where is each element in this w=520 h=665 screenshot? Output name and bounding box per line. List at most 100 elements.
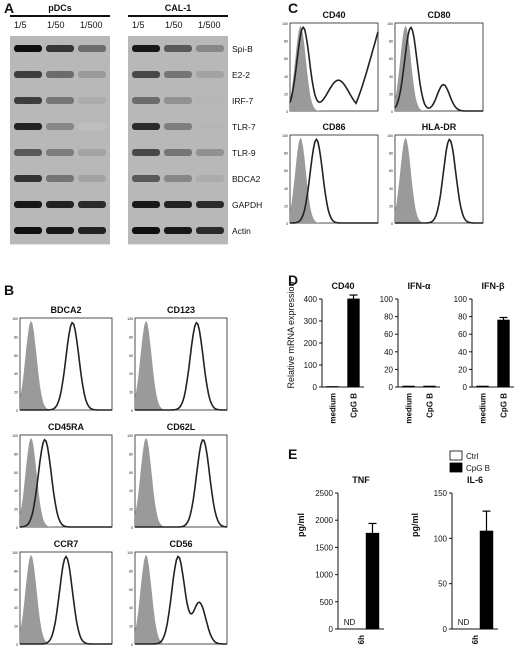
gel-lane-row [128,192,228,219]
isotype-histogram-fill [395,25,483,111]
histogram-y-tick: 40 [389,187,393,191]
y-tick-label: 0 [329,625,334,634]
y-tick-label: 100 [380,295,394,304]
histogram-y-tick: 20 [284,204,288,208]
gel-lane-row [10,114,110,141]
histogram-y-tick: 60 [129,588,133,592]
stain-histogram-line [289,25,379,105]
y-tick-label: 100 [434,534,448,543]
histogram-y-tick: 100 [282,134,288,138]
histogram-y-tick: 20 [389,204,393,208]
gel-gene-label: TLR-9 [232,148,256,158]
histogram-title: CD123 [167,305,195,315]
gel-lane-row [128,166,228,193]
histogram-y-tick: 40 [14,606,18,610]
y-tick-label: 2500 [315,489,333,498]
histogram-y-tick: 80 [389,152,393,156]
histogram-y-tick: 0 [391,110,393,114]
gel-gene-label: Actin [232,226,251,236]
isotype-histogram-fill [20,320,112,410]
panel-a-letter: A [4,0,15,16]
gel-band [164,45,192,52]
y-tick-label: 200 [304,339,318,348]
gel-band [78,123,106,130]
panel-e-letter: E [288,446,298,462]
gel-lane-row [128,140,228,167]
y-tick-label: 40 [384,348,393,357]
stain-histogram-line [135,321,227,411]
x-category-label: 6h [471,635,480,644]
legend-swatch [449,450,463,461]
histogram-y-tick: 20 [389,92,393,96]
panel-d-letter: D [288,272,299,288]
gel-band [46,149,74,156]
gel-band [78,97,106,104]
histogram-y-tick: 40 [284,187,288,191]
y-tick-label: 80 [384,313,393,322]
gel-band [14,227,42,234]
histogram-y-tick: 60 [389,57,393,61]
gel-dilution-label: 1/500 [80,20,103,30]
gel-band [132,45,160,52]
gel-band [196,227,224,234]
panel-d-bar-charts: Relative mRNA expression CD40010020030040… [286,281,514,424]
histogram-y-tick: 80 [14,335,18,339]
gel-band [196,175,224,182]
gel-lane-row [10,62,110,89]
bar [497,319,510,388]
gel-band [164,227,192,234]
panel-c-histograms: CD40 0 20 40 60 80 100 CD80 0 20 40 60 80 100 CD86 0 20 4… [282,10,484,226]
isotype-histogram-fill [395,137,483,223]
gel-lane-row [128,218,228,245]
x-category-label: 6h [357,635,366,644]
nd-label: ND [344,618,356,627]
gel-band [164,175,192,182]
histogram-y-tick: 20 [284,92,288,96]
gel-gene-label: TLR-7 [232,122,256,132]
histogram-y-tick: 40 [129,489,133,493]
legend-swatch [449,462,463,473]
gel-band [46,45,74,52]
histogram-y-tick: 0 [391,222,393,226]
bar [365,532,380,630]
gel-band [14,149,42,156]
gel-band [164,149,192,156]
gel-band [132,149,160,156]
gel-band [14,175,42,182]
y-tick-label: 0 [463,383,468,392]
isotype-histogram-fill [20,554,112,644]
histogram-title: CD56 [169,539,192,549]
y-tick-label: 400 [304,295,318,304]
gel-band [132,175,160,182]
y-tick-label: 300 [304,317,318,326]
isotype-histogram-fill [135,437,227,527]
panel-a-gel: pDCs 1/5 1/50 1/500 CAL-1 1/5 1/50 1/500 Spi-B E2… [0,0,263,270]
histogram-title: CD45RA [48,422,85,432]
y-tick-label: 500 [320,598,334,607]
gel-band [78,227,106,234]
histogram-y-tick: 80 [284,152,288,156]
gel-band [164,97,192,104]
y-tick-label: 20 [384,365,393,374]
x-category-label: CpG B [500,393,509,418]
gel-lane-row [128,36,228,63]
histogram-y-tick: 0 [131,526,133,530]
histogram-y-tick: 60 [14,588,18,592]
y-tick-label: 150 [434,489,448,498]
gel-image [10,36,110,245]
histogram-y-tick: 40 [14,489,18,493]
gel-band [14,123,42,130]
bar [402,385,415,388]
histogram-y-tick: 60 [14,354,18,358]
gel-gene-label: GAPDH [232,200,263,210]
stain-histogram-line [20,438,112,528]
histogram-y-tick: 20 [129,508,133,512]
gel-band [196,45,224,52]
gel-group-underline [10,15,110,17]
histogram-y-tick: 0 [286,110,288,114]
histogram-y-tick: 40 [389,75,393,79]
histogram-title: CD62L [167,422,196,432]
histogram-y-tick: 80 [129,452,133,456]
nd-label: ND [458,618,470,627]
